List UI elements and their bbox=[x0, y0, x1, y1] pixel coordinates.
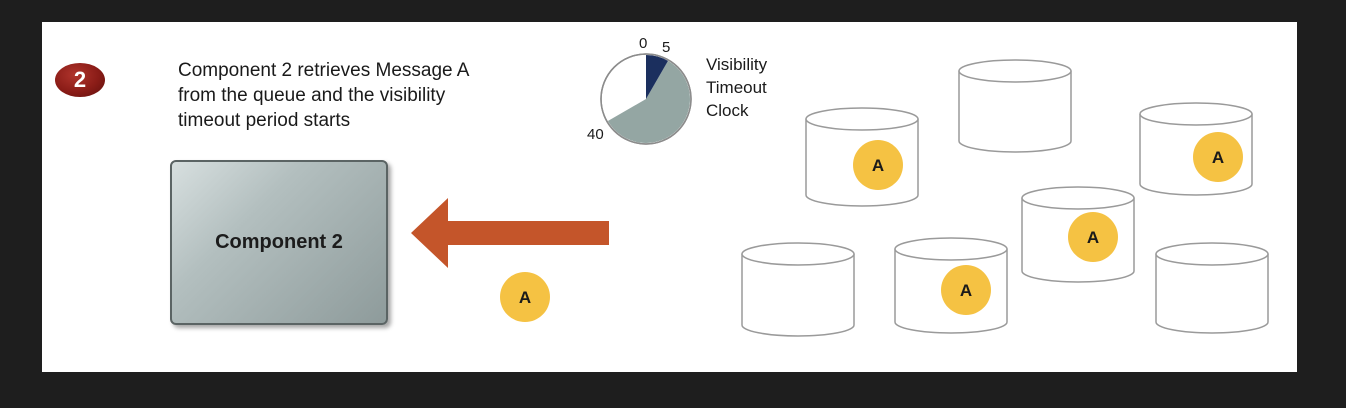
message-a-label: A bbox=[960, 281, 972, 300]
component-2-box: Component 2 bbox=[170, 160, 388, 325]
clock-label: Visibility Timeout Clock bbox=[706, 53, 796, 122]
message-a-label: A bbox=[1087, 228, 1099, 247]
cylinder-top bbox=[958, 59, 1072, 83]
queue-server-cylinder bbox=[958, 59, 1072, 153]
clock-elapsed-slice bbox=[646, 55, 668, 99]
clock-rim bbox=[600, 53, 692, 145]
clock-label-line-3: Clock bbox=[706, 101, 749, 120]
clock-label-line-1: Visibility bbox=[706, 55, 768, 74]
left-arrow bbox=[411, 198, 609, 268]
cylinder-top bbox=[1155, 242, 1269, 266]
step-caption: Component 2 retrieves Message A from the… bbox=[178, 58, 598, 133]
cylinder-body bbox=[958, 71, 1072, 153]
message-a-label: A bbox=[872, 156, 884, 175]
message-a-token bbox=[941, 265, 991, 315]
visibility-timeout-clock bbox=[600, 53, 692, 145]
cylinder-top bbox=[741, 242, 855, 266]
cylinder-top bbox=[1021, 186, 1135, 210]
message-a-label: A bbox=[519, 288, 531, 307]
cylinder-top bbox=[805, 107, 919, 131]
component-label: Component 2 bbox=[215, 231, 343, 253]
message-a-token bbox=[500, 272, 550, 322]
queue-server-cylinder: A bbox=[894, 237, 1008, 334]
queue-server-cylinder: A bbox=[1021, 186, 1135, 283]
caption-line-1: Component 2 retrieves Message A bbox=[178, 60, 470, 81]
step-number-badge: 2 bbox=[55, 63, 105, 97]
clock-tick-5: 5 bbox=[662, 39, 671, 56]
message-a-token bbox=[1193, 132, 1243, 182]
clock-tick-40: 40 bbox=[587, 126, 604, 143]
clock-label-line-2: Timeout bbox=[706, 78, 767, 97]
retrieve-arrow bbox=[411, 198, 609, 268]
cylinder-top bbox=[894, 237, 1008, 261]
caption-line-2: from the queue and the visibility bbox=[178, 85, 446, 106]
message-a-label: A bbox=[1212, 148, 1224, 167]
message-a-token bbox=[853, 140, 903, 190]
queue-servers: A A A A bbox=[741, 59, 1269, 337]
cylinder-body bbox=[1155, 254, 1269, 334]
clock-timeout-slice bbox=[607, 60, 690, 143]
clock-tick-0: 0 bbox=[639, 35, 648, 52]
queue-server-cylinder bbox=[741, 242, 855, 337]
queue-server-cylinder: A bbox=[805, 107, 919, 207]
caption-line-3: timeout period starts bbox=[178, 110, 351, 131]
queue-server-cylinder bbox=[1155, 242, 1269, 334]
message-a-token bbox=[1068, 212, 1118, 262]
queue-server-cylinder: A bbox=[1139, 102, 1253, 196]
retrieved-message: A bbox=[500, 272, 550, 322]
cylinder-body bbox=[741, 254, 855, 337]
cylinder-top bbox=[1139, 102, 1253, 126]
